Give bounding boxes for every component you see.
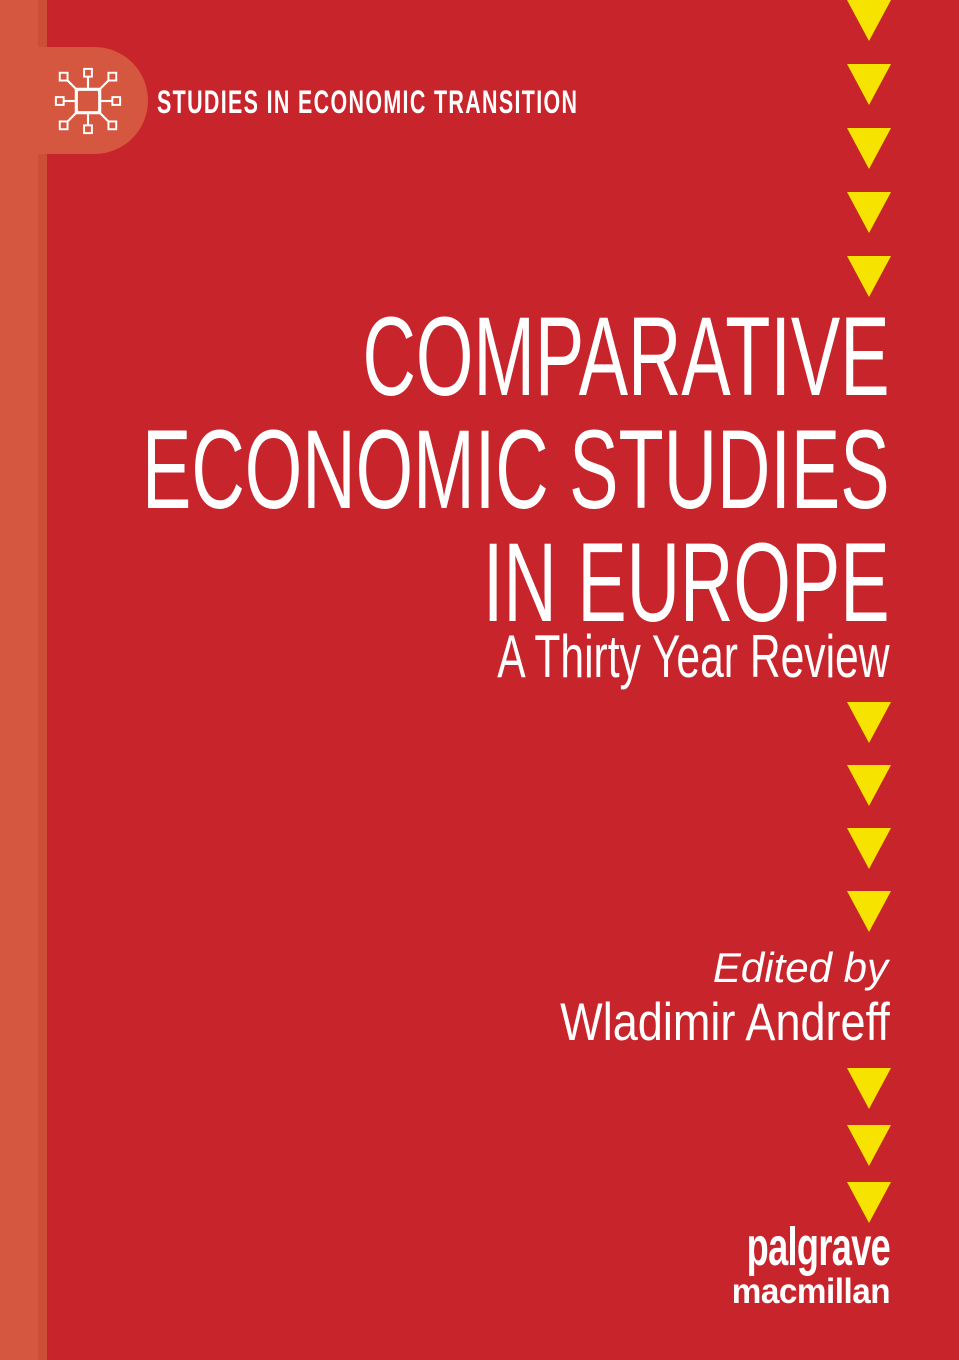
down-triangle-icon: [847, 1068, 891, 1109]
down-triangle-icon: [847, 1125, 891, 1166]
down-triangle-icon: [847, 891, 891, 932]
macmillan-imprint: macmillan: [731, 1272, 891, 1311]
book-title-line-2: ECONOMIC STUDIES: [142, 407, 890, 532]
down-triangle-icon: [847, 192, 891, 233]
down-triangle-icon: [847, 828, 891, 869]
left-accent-stripe: [0, 0, 47, 1360]
network-hub-icon: [54, 67, 122, 135]
edited-by-label: Edited by: [712, 944, 888, 991]
publisher-logo: palgrave macmillan: [676, 1217, 891, 1312]
series-title: STUDIES IN ECONOMIC TRANSITION: [157, 84, 579, 120]
down-triangle-icon: [847, 0, 891, 41]
book-title-line-1: COMPARATIVE: [362, 294, 890, 419]
book-title: COMPARATIVE ECONOMIC STUDIES IN EUROPE: [0, 300, 890, 639]
down-triangle-icon: [847, 765, 891, 806]
down-triangle-icon: [847, 64, 891, 105]
book-title-line-3: IN EUROPE: [483, 520, 890, 645]
down-triangle-icon: [847, 702, 891, 743]
down-triangle-icon: [847, 128, 891, 169]
palgrave-wordmark: palgrave: [746, 1217, 891, 1277]
book-subtitle: A Thirty Year Review: [497, 623, 890, 690]
down-triangle-icon: [847, 256, 891, 297]
editor-name: Wladimir Andreff: [560, 993, 890, 1052]
